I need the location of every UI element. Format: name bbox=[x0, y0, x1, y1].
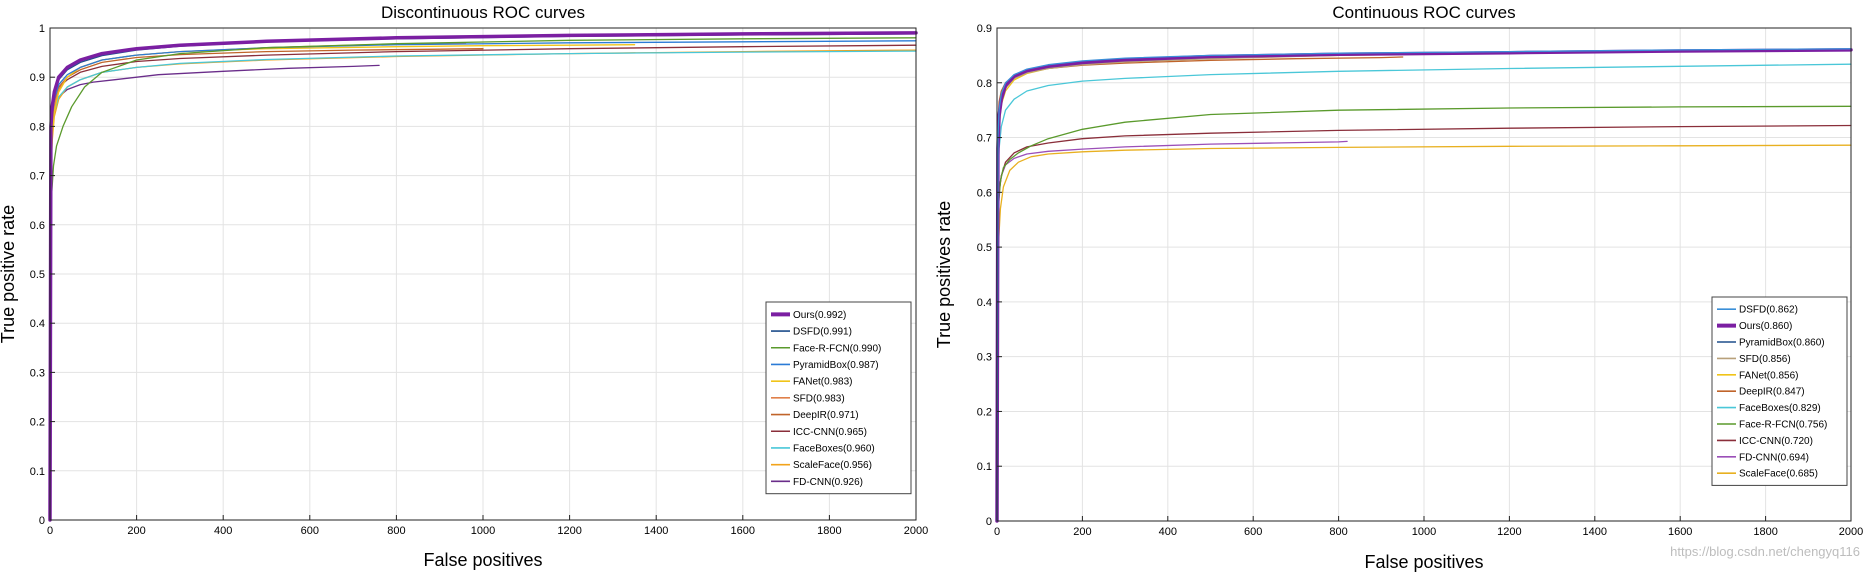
legend: Ours(0.992) DSFD(0.991) Face-R-FCN(0.990) P… bbox=[765, 301, 912, 495]
legend-entry-label: Ours(0.992) bbox=[793, 310, 846, 321]
y-tick-label: 0 bbox=[986, 516, 992, 528]
legend-entry-label: PyramidBox(0.987) bbox=[793, 360, 879, 371]
y-tick-label: 0.1 bbox=[977, 461, 992, 473]
legend-entry-label: Face-R-FCN(0.990) bbox=[793, 343, 881, 354]
y-tick-label: 0.6 bbox=[977, 187, 992, 199]
series-line-face-r-fcn bbox=[49, 37, 917, 521]
y-tick-label: 0.8 bbox=[977, 78, 992, 90]
chart-title: Discontinuous ROC curves bbox=[381, 3, 585, 22]
x-tick-label: 1600 bbox=[731, 525, 755, 537]
x-tick-label: 400 bbox=[214, 525, 232, 537]
x-tick-label: 1000 bbox=[471, 525, 495, 537]
legend-entry-label: SFD(0.856) bbox=[1739, 354, 1791, 365]
y-tick-label: 0.9 bbox=[30, 72, 45, 84]
y-tick-label: 0.2 bbox=[30, 417, 45, 429]
legend-entry-label: FaceBoxes(0.960) bbox=[793, 443, 875, 454]
y-tick-label: 0.9 bbox=[977, 23, 992, 35]
legend-entry-label: PyramidBox(0.860) bbox=[1739, 338, 1825, 349]
legend-entry-label: ICC-CNN(0.965) bbox=[793, 427, 867, 438]
x-axis-label: False positives bbox=[423, 550, 542, 570]
legend-entry-label: SFD(0.983) bbox=[793, 393, 845, 404]
legend-entry-label: ICC-CNN(0.720) bbox=[1739, 436, 1813, 447]
y-tick-label: 0.7 bbox=[977, 133, 992, 145]
series-line-ours bbox=[48, 31, 918, 522]
legend: DSFD(0.862) Ours(0.860) PyramidBox(0.860) S… bbox=[1711, 296, 1848, 486]
y-tick-label: 0.8 bbox=[30, 121, 45, 133]
x-tick-label: 0 bbox=[47, 525, 53, 537]
y-axis-label: True positive rate bbox=[0, 205, 18, 343]
y-tick-label: 0.3 bbox=[30, 367, 45, 379]
continuous-roc-chart: 0 200 400 600 800 1000 1200 1400 1600 1800 2000 0 0.… bbox=[934, 3, 1863, 572]
y-tick-label: 0 bbox=[39, 515, 45, 527]
x-tick-label: 2000 bbox=[904, 525, 928, 537]
x-tick-label: 1800 bbox=[1753, 526, 1777, 538]
x-tick-label: 800 bbox=[387, 525, 405, 537]
y-tick-label: 0.1 bbox=[30, 466, 45, 478]
y-tick-label: 0.2 bbox=[977, 406, 992, 418]
y-tick-label: 0.3 bbox=[977, 352, 992, 364]
legend-entry-label: FANet(0.983) bbox=[793, 377, 852, 388]
legend-entry-label: DeepIR(0.847) bbox=[1739, 387, 1805, 398]
series-line-face-r-fcn bbox=[996, 105, 1852, 522]
x-tick-label: 1400 bbox=[644, 525, 668, 537]
x-tick-label: 1000 bbox=[1412, 526, 1436, 538]
x-tick-label: 600 bbox=[301, 525, 319, 537]
x-tick-label: 1200 bbox=[557, 525, 581, 537]
chart-title: Continuous ROC curves bbox=[1332, 3, 1515, 22]
x-tick-label: 600 bbox=[1244, 526, 1262, 538]
y-tick-label: 0.7 bbox=[30, 171, 45, 183]
series-group bbox=[995, 48, 1853, 523]
x-tick-label: 1600 bbox=[1668, 526, 1692, 538]
legend-entry-label: Face-R-FCN(0.756) bbox=[1739, 420, 1827, 431]
legend-entry-label: Ours(0.860) bbox=[1739, 321, 1792, 332]
legend-entry-label: FD-CNN(0.926) bbox=[793, 477, 863, 488]
x-tick-label: 400 bbox=[1159, 526, 1177, 538]
x-tick-label: 800 bbox=[1329, 526, 1347, 538]
y-axis-label: True positives rate bbox=[934, 201, 954, 348]
series-line-dsfd bbox=[996, 48, 1852, 522]
watermark-text: https://blog.csdn.net/chengyq116 bbox=[1670, 544, 1860, 559]
x-tick-label: 0 bbox=[994, 526, 1000, 538]
legend-entry-label: FaceBoxes(0.829) bbox=[1739, 403, 1821, 414]
y-tick-label: 0.6 bbox=[30, 220, 45, 232]
legend-entry-label: DSFD(0.862) bbox=[1739, 305, 1798, 316]
y-tick-label: 0.4 bbox=[977, 297, 992, 309]
legend-entry-label: DeepIR(0.971) bbox=[793, 410, 859, 421]
y-tick-label: 0.5 bbox=[30, 269, 45, 281]
discontinuous-roc-chart: 0 200 400 600 800 1000 1200 1400 1600 1800 2000 0 0.… bbox=[0, 3, 928, 570]
x-tick-label: 1400 bbox=[1583, 526, 1607, 538]
series-line-ours bbox=[995, 48, 1853, 523]
legend-entry-label: DSFD(0.991) bbox=[793, 327, 852, 338]
legend-box bbox=[765, 301, 912, 495]
legend-entry-label: FANet(0.856) bbox=[1739, 370, 1798, 381]
legend-entry-label: ScaleFace(0.685) bbox=[1739, 469, 1818, 480]
x-tick-label: 1800 bbox=[817, 525, 841, 537]
legend-entry-label: FD-CNN(0.694) bbox=[1739, 452, 1809, 463]
x-tick-label: 2000 bbox=[1839, 526, 1863, 538]
x-tick-label: 200 bbox=[1073, 526, 1091, 538]
x-axis-label: False positives bbox=[1364, 552, 1483, 572]
series-line-scaleface bbox=[996, 144, 1852, 522]
series-group bbox=[48, 31, 918, 522]
x-tick-label: 200 bbox=[127, 525, 145, 537]
y-tick-label: 1 bbox=[39, 23, 45, 35]
y-tick-label: 0.4 bbox=[30, 318, 45, 330]
legend-entry-label: ScaleFace(0.956) bbox=[793, 460, 872, 471]
y-tick-label: 0.5 bbox=[977, 242, 992, 254]
x-tick-label: 1200 bbox=[1497, 526, 1521, 538]
